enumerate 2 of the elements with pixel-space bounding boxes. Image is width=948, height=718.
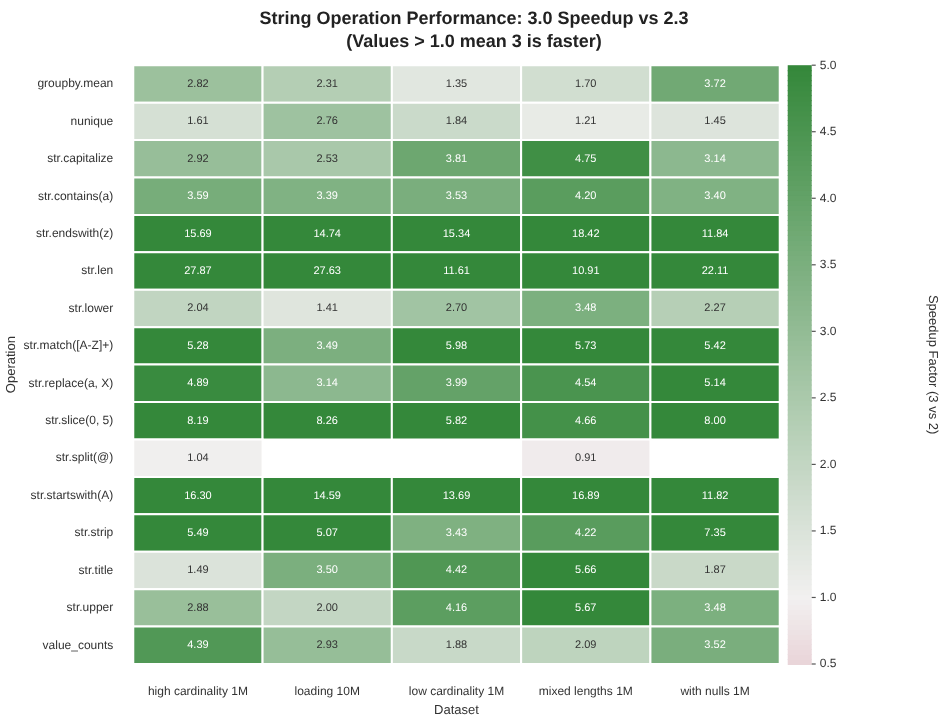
chart-title: String Operation Performance: 3.0 Speedup vs 2.3 bbox=[259, 7, 689, 28]
chart-subtitle: (Values > 1.0 mean 3 is faster) bbox=[346, 31, 602, 52]
